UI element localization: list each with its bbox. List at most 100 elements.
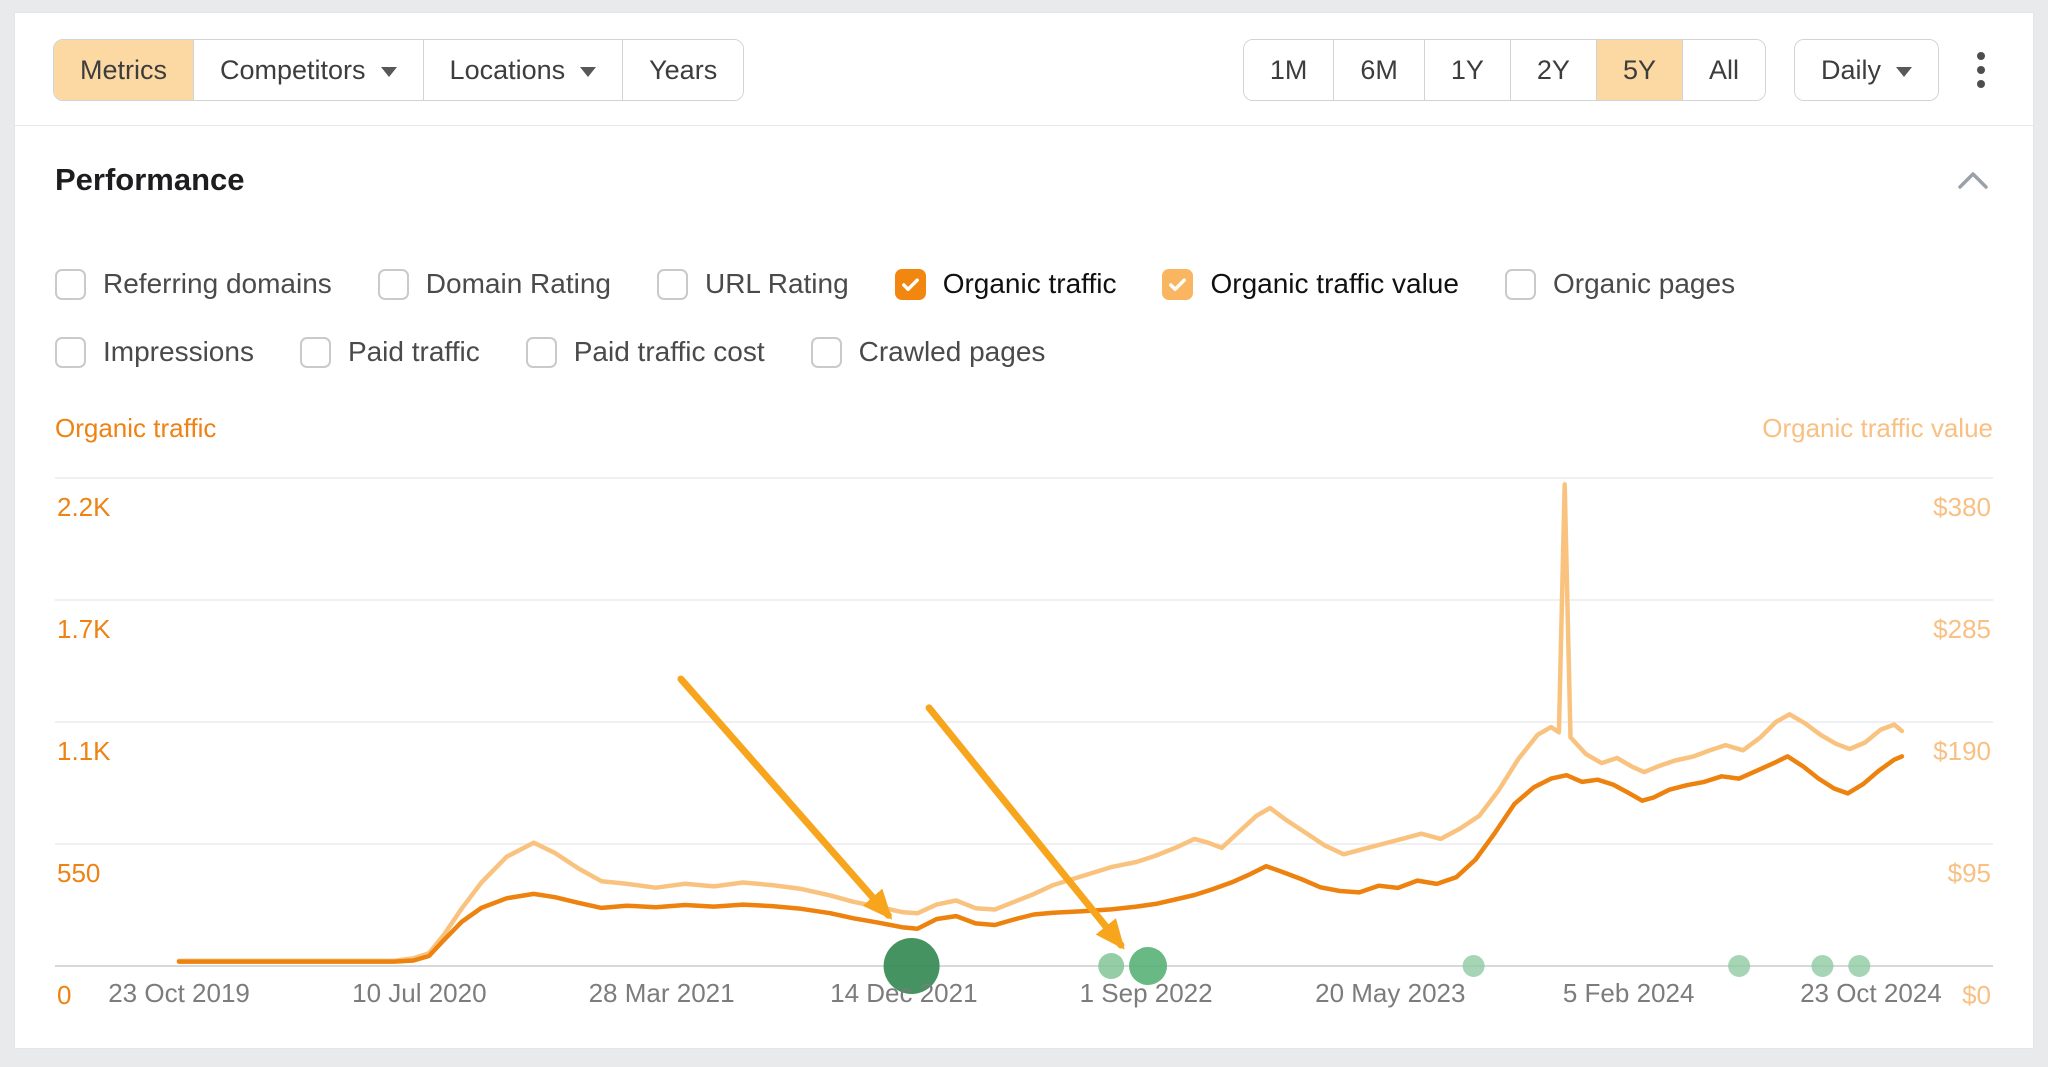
annotation-arrow <box>925 704 1125 950</box>
chart-canvas <box>55 477 1993 994</box>
metric-checkbox-organic-traffic[interactable]: Organic traffic <box>894 268 1117 300</box>
metric-checkbox-paid-traffic[interactable]: Paid traffic <box>299 336 480 368</box>
chart-plot-area: 2.2K 1.7K 1.1K 550 0 $380 $285 $190 $95 $0 23 Oct … <box>55 444 1993 1044</box>
event-marker-dot[interactable] <box>1848 955 1871 977</box>
checkbox-unchecked-icon <box>377 268 409 300</box>
more-options-kebab-icon[interactable] <box>1967 44 1995 96</box>
right-axis-title: Organic traffic value <box>1762 412 1993 443</box>
metric-label: Paid traffic <box>347 336 480 367</box>
toolbar-right: 1M 6M 1Y 2Y 5Y All Daily <box>1242 39 1995 101</box>
range-2y[interactable]: 2Y <box>1509 40 1596 100</box>
metric-checkbox-organic-traffic-value[interactable]: Organic traffic value <box>1162 268 1459 300</box>
event-marker-dot[interactable] <box>1098 953 1125 979</box>
kebab-dot <box>1977 66 1985 74</box>
metric-checkbox-domain-rating[interactable]: Domain Rating <box>377 268 611 300</box>
tab-years[interactable]: Years <box>622 40 744 100</box>
checkbox-checked-icon <box>1162 268 1194 300</box>
y-tick-left: 1.7K <box>57 614 111 644</box>
event-marker-dot[interactable] <box>1811 955 1834 977</box>
metric-checkbox-paid-traffic-cost[interactable]: Paid traffic cost <box>525 336 765 368</box>
tab-metrics[interactable]: Metrics <box>54 40 193 100</box>
button-label: Years <box>649 54 718 85</box>
button-label: All <box>1708 54 1739 85</box>
checkbox-unchecked-icon <box>55 268 86 300</box>
metric-label: URL Rating <box>704 268 849 299</box>
range-5y[interactable]: 5Y <box>1595 40 1682 100</box>
event-marker-dot[interactable] <box>1462 955 1485 977</box>
y-tick-right: $0 <box>1962 980 1991 1010</box>
x-tick-label: 1 Sep 2022 <box>1079 978 1213 1008</box>
range-1y[interactable]: 1Y <box>1423 40 1510 100</box>
button-label: Locations <box>449 54 566 85</box>
checkbox-unchecked-icon <box>1504 268 1536 300</box>
chevron-down-icon <box>1896 66 1912 77</box>
checkbox-checked-icon <box>894 268 926 300</box>
button-label: 1M <box>1269 54 1308 85</box>
tab-competitors[interactable]: Competitors <box>193 40 423 100</box>
chevron-down-icon <box>380 66 397 77</box>
metric-checkbox-crawled-pages[interactable]: Crawled pages <box>810 336 1046 368</box>
series-organic-traffic-value <box>176 482 1905 964</box>
checkbox-unchecked-icon <box>656 268 688 300</box>
range-6m[interactable]: 6M <box>1333 40 1424 100</box>
section-header: Performance <box>55 126 1993 198</box>
checkbox-unchecked-icon <box>810 336 842 368</box>
granularity-label: Daily <box>1820 54 1881 85</box>
event-marker-dot[interactable] <box>883 938 940 994</box>
button-label: 6M <box>1360 54 1398 85</box>
y-tick-right: $95 <box>1947 858 1991 888</box>
metric-label: Crawled pages <box>858 336 1046 367</box>
checkbox-unchecked-icon <box>55 336 86 368</box>
x-tick-label: 23 Oct 2019 <box>108 978 250 1008</box>
chart-axis-titles: Organic traffic Organic traffic value <box>55 412 1993 444</box>
button-label: Metrics <box>80 54 167 85</box>
button-label: 2Y <box>1536 54 1570 85</box>
metric-checkbox-referring-domains[interactable]: Referring domains <box>55 268 332 300</box>
collapse-chevron-up-icon[interactable] <box>1953 167 1993 194</box>
y-tick-left: 550 <box>57 858 101 888</box>
y-tick-right: $285 <box>1933 614 1991 644</box>
x-tick-label: 10 Jul 2020 <box>352 978 487 1008</box>
y-tick-right: $380 <box>1933 492 1991 522</box>
metric-label: Impressions <box>103 336 254 367</box>
kebab-dot <box>1977 52 1985 60</box>
metric-checkbox-organic-pages[interactable]: Organic pages <box>1504 268 1736 300</box>
metric-label: Paid traffic cost <box>573 336 765 367</box>
button-label: 5Y <box>1622 54 1656 85</box>
section-title: Performance <box>55 162 245 197</box>
metric-checkbox-impressions[interactable]: Impressions <box>55 336 254 368</box>
checkbox-unchecked-icon <box>525 336 557 368</box>
toolbar: Metrics Competitors Locations Years 1M 6M 1Y 2… <box>15 13 2033 126</box>
metrics-tab-group: Metrics Competitors Locations Years <box>53 39 745 101</box>
metric-checkbox-url-rating[interactable]: URL Rating <box>656 268 849 300</box>
range-all[interactable]: All <box>1681 40 1765 100</box>
x-tick-label: 28 Mar 2021 <box>588 978 735 1008</box>
event-marker-dot[interactable] <box>1129 947 1168 985</box>
event-marker-dot[interactable] <box>1728 955 1751 977</box>
granularity-button[interactable]: Daily <box>1794 40 1938 100</box>
date-range-group: 1M 6M 1Y 2Y 5Y All <box>1242 39 1766 101</box>
metric-label: Organic traffic <box>942 268 1117 299</box>
metrics-row-2: Impressions Paid traffic Paid traffic cost… <box>55 336 1993 368</box>
x-tick-label: 20 May 2023 <box>1315 978 1466 1008</box>
metric-label: Organic pages <box>1552 268 1736 299</box>
kebab-dot <box>1977 80 1985 88</box>
button-label: 1Y <box>1450 54 1484 85</box>
content: Performance Referring domains Domain Rati… <box>15 126 2033 1044</box>
y-tick-left: 0 <box>57 980 72 1010</box>
chevron-down-icon <box>580 66 597 77</box>
metric-label: Domain Rating <box>425 268 611 299</box>
metric-checkbox-rows: Referring domains Domain Rating URL Rating… <box>55 268 1993 368</box>
left-axis-title: Organic traffic <box>55 412 217 443</box>
metric-label: Referring domains <box>103 268 332 299</box>
x-tick-label: 14 Dec 2021 <box>830 978 978 1008</box>
performance-card: Metrics Competitors Locations Years 1M 6M 1Y 2… <box>14 12 2034 1049</box>
x-tick-label: 23 Oct 2024 <box>1800 978 1942 1008</box>
x-tick-label: 5 Feb 2024 <box>1562 978 1695 1008</box>
tab-locations[interactable]: Locations <box>422 40 623 100</box>
range-1m[interactable]: 1M <box>1243 40 1334 100</box>
metrics-row-1: Referring domains Domain Rating URL Rating… <box>55 268 1993 300</box>
checkbox-unchecked-icon <box>299 336 331 368</box>
series-organic-traffic <box>176 754 1905 964</box>
y-tick-left: 2.2K <box>57 492 111 522</box>
